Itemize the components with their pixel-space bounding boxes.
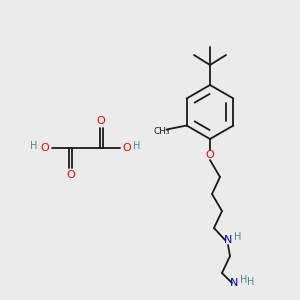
Text: H: H [133,141,141,151]
Text: N: N [224,235,232,245]
Text: CH₃: CH₃ [153,127,170,136]
Text: H: H [240,275,248,285]
Text: O: O [40,143,50,153]
Text: O: O [67,170,75,180]
Text: H: H [30,141,38,151]
Text: O: O [123,143,131,153]
Text: H: H [247,277,255,287]
Text: O: O [206,150,214,160]
Text: N: N [230,278,238,288]
Text: O: O [97,116,105,126]
Text: H: H [234,232,242,242]
